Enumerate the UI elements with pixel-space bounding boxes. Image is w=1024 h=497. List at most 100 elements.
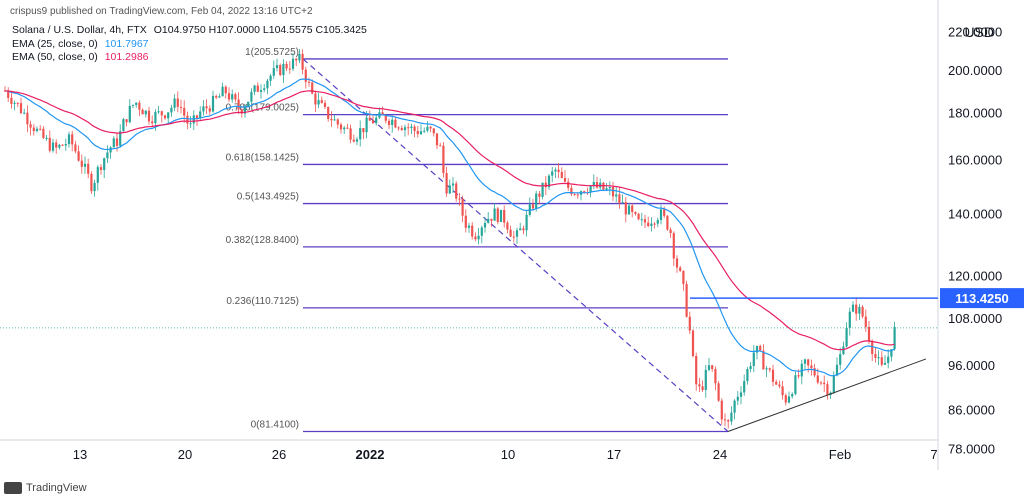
candle-body — [375, 117, 378, 124]
legend-symbol-row: Solana / U.S. Dollar, 4h, FTX O104.9750 … — [12, 24, 367, 36]
fib-level-label: 0.382(128.8400) — [226, 235, 299, 246]
candle-body — [144, 110, 147, 115]
candle-body — [477, 235, 480, 240]
candle-body — [867, 327, 871, 342]
candle-body — [336, 119, 339, 125]
candle-body — [259, 90, 263, 92]
candle-body — [557, 169, 560, 173]
candle-body — [330, 118, 333, 121]
candle-body — [547, 175, 551, 188]
plot-area[interactable] — [0, 0, 938, 440]
candle-body — [752, 352, 755, 367]
candle-body — [551, 171, 554, 176]
candle-body — [595, 181, 599, 188]
candle-body — [679, 267, 682, 271]
candle-body — [714, 369, 717, 384]
support-trendline — [727, 358, 927, 432]
candle-body — [45, 137, 48, 139]
fib-level-label: 0.5(143.4925) — [237, 192, 299, 203]
candle-body — [522, 228, 525, 231]
candle-body — [573, 194, 576, 196]
candle-body — [810, 365, 813, 369]
candle-body — [797, 375, 800, 377]
candle-body — [493, 208, 496, 221]
candle-body — [112, 138, 115, 148]
candle-body — [272, 68, 275, 76]
ema-lines — [4, 78, 895, 377]
candle-body — [880, 357, 883, 365]
candle-body — [663, 209, 666, 216]
candle-body — [490, 218, 493, 221]
tradingview-footer[interactable]: TradingView — [4, 482, 87, 494]
candle-body — [627, 205, 631, 215]
candle-body — [355, 139, 359, 142]
candle-body — [381, 112, 384, 116]
candle-body — [51, 142, 55, 151]
candle-body — [218, 96, 221, 98]
candle-body — [509, 229, 512, 237]
fib-level-label: 1(205.5725) — [245, 47, 299, 58]
candle-body — [7, 90, 10, 98]
candle-body — [115, 138, 119, 146]
fib-level-label: 0(81.4100) — [251, 420, 299, 431]
candle-body — [669, 229, 672, 234]
candle-body — [119, 131, 122, 146]
candle-body — [99, 167, 103, 171]
price-axis[interactable]: 220.0000 200.0000 180.0000 160.0000 140.0000… — [940, 25, 1024, 457]
time-axis[interactable]: 13 20 26 2022 10 17 24 Feb 7 — [73, 447, 938, 462]
candle-body — [256, 85, 259, 92]
candle-body — [589, 185, 592, 193]
tradingview-brand: TradingView — [26, 482, 87, 494]
candle-body — [759, 345, 762, 351]
candle-body — [189, 123, 192, 125]
candle-body — [176, 98, 179, 107]
candle-body — [832, 375, 835, 393]
candle-body — [87, 163, 90, 174]
y-tick-label: 200.0000 — [948, 63, 1002, 78]
candle-body — [634, 211, 637, 214]
candle-body — [471, 225, 474, 237]
candle-body — [544, 182, 547, 188]
candle-body — [266, 80, 269, 89]
candle-body — [570, 187, 573, 195]
candle-body — [339, 124, 343, 130]
candle-body — [682, 270, 685, 285]
candle-body — [496, 208, 499, 222]
candle-body — [474, 236, 477, 240]
candle-body — [749, 366, 752, 370]
candle-body — [730, 412, 733, 422]
y-tick-label: 140.0000 — [948, 206, 1002, 221]
candle-body — [131, 104, 135, 106]
candle-body — [167, 112, 170, 119]
candle-body — [48, 137, 51, 151]
candle-body — [234, 94, 237, 100]
legend-ema25-label: EMA (25, close, 0) — [12, 38, 98, 50]
candle-body — [352, 139, 355, 142]
candle-body — [147, 110, 151, 122]
candle-body — [135, 102, 138, 105]
candle-body — [16, 102, 19, 104]
candle-body — [512, 236, 515, 238]
candle-body — [13, 102, 16, 104]
candle-body — [442, 145, 445, 174]
candle-body — [727, 420, 730, 422]
candle-body — [365, 117, 368, 133]
candle-body — [407, 127, 410, 129]
drawings[interactable] — [0, 297, 938, 432]
candle-body — [877, 357, 880, 359]
candle-body — [611, 187, 615, 197]
candle-body — [35, 128, 39, 132]
legend-symbol: Solana / U.S. Dollar, 4h, FTX — [12, 24, 147, 36]
candle-body — [224, 86, 227, 94]
y-tick-label: 96.0000 — [948, 358, 995, 373]
candle-body — [887, 356, 890, 363]
candlestick-series[interactable] — [3, 48, 896, 429]
candle-body — [317, 100, 320, 105]
candle-body — [851, 304, 855, 312]
candle-body — [64, 144, 67, 146]
legend-ema25-row[interactable]: EMA (25, close, 0) 101.7967 — [12, 38, 149, 50]
legend-ema50-row[interactable]: EMA (50, close, 0) 101.2986 — [12, 51, 149, 63]
candle-body — [304, 69, 307, 82]
candle-body — [279, 65, 282, 76]
